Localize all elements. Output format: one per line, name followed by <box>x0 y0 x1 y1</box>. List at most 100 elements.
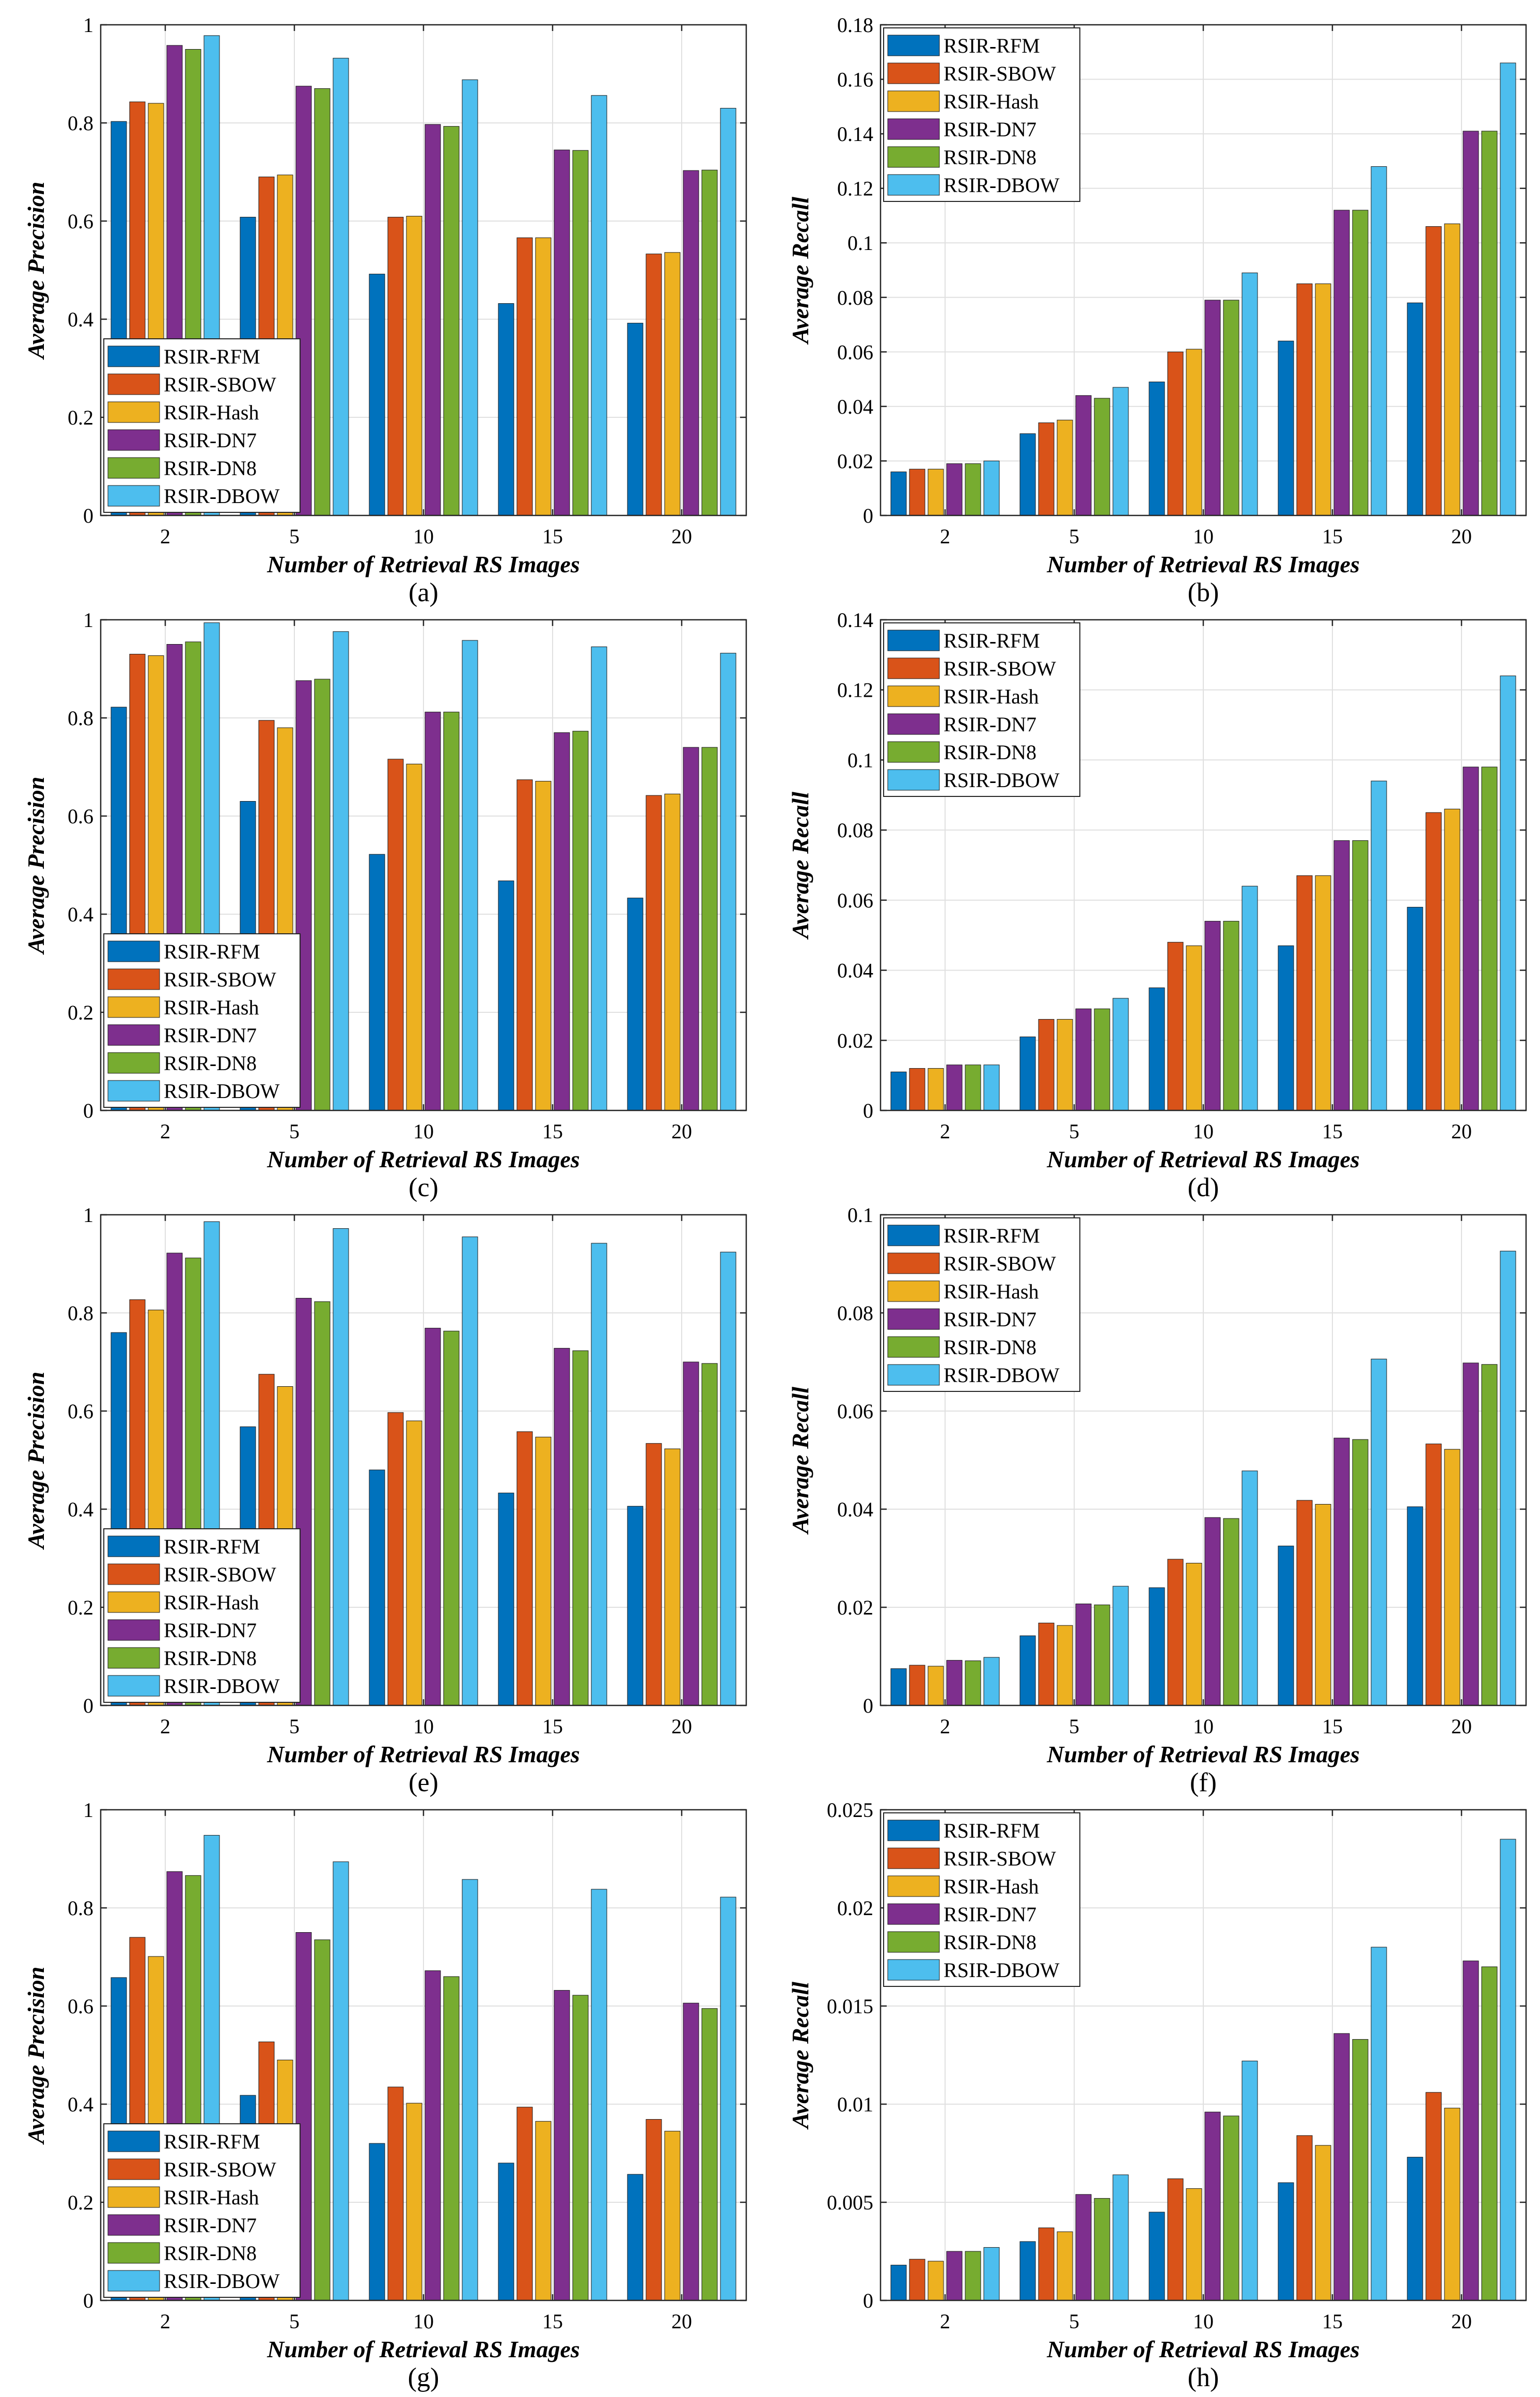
bar <box>890 472 907 516</box>
legend-label: RSIR-SBOW <box>164 968 276 991</box>
x-tick-label: 20 <box>1451 525 1472 548</box>
bar <box>1333 840 1350 1111</box>
legend-label: RSIR-Hash <box>164 1591 259 1614</box>
y-axis-title: Average Recall <box>787 197 813 345</box>
series-rsir-rfm <box>890 1506 1423 1706</box>
y-tick-label: 0.04 <box>837 1498 873 1521</box>
bar <box>1149 2212 1165 2301</box>
legend-swatch <box>107 457 160 479</box>
legend-label: RSIR-DN7 <box>164 1619 257 1642</box>
bar <box>1352 840 1369 1111</box>
bar <box>591 1243 607 1706</box>
legend-swatch <box>887 630 940 651</box>
bar <box>1019 1037 1036 1111</box>
y-tick-label: 1 <box>83 13 93 37</box>
bar <box>1019 1635 1036 1706</box>
bar <box>720 1897 736 2301</box>
bar <box>965 463 981 516</box>
bar <box>701 747 718 1111</box>
y-axis-title: Average Precision <box>23 1967 49 2145</box>
bar <box>425 712 441 1111</box>
bar <box>890 2265 907 2301</box>
legend-swatch <box>107 485 160 507</box>
legend-swatch <box>107 1563 160 1585</box>
bar <box>720 653 736 1111</box>
y-tick-label: 0.06 <box>837 1400 873 1423</box>
bar <box>443 712 460 1111</box>
y-tick-label: 0.06 <box>837 889 873 912</box>
x-tick-label: 20 <box>671 525 692 548</box>
x-tick-label: 15 <box>1322 2310 1343 2333</box>
legend: RSIR-RFM RSIR-SBOW RSIR-Hash RSIR-DN7 RSIR-D… <box>103 1528 301 1703</box>
legend-label: RSIR-Hash <box>164 2186 259 2209</box>
legend-swatch <box>887 741 940 763</box>
y-tick-label: 0 <box>863 504 873 527</box>
legend-swatch <box>107 2214 160 2236</box>
legend: RSIR-RFM RSIR-SBOW RSIR-Hash RSIR-DN7 RSIR-D… <box>883 622 1080 797</box>
bar <box>928 1666 944 1706</box>
y-tick-label: 0.6 <box>68 1400 93 1423</box>
legend-label: RSIR-DN7 <box>944 1308 1036 1331</box>
bar <box>591 95 607 516</box>
legend: RSIR-RFM RSIR-SBOW RSIR-Hash RSIR-DN7 RSIR-D… <box>883 27 1080 202</box>
legend-swatch <box>107 429 160 451</box>
bar <box>498 880 514 1111</box>
bar <box>443 1330 460 1706</box>
bar <box>535 237 552 516</box>
legend-label: RSIR-DBOW <box>944 174 1060 197</box>
bar <box>1481 1966 1498 2301</box>
series-rsir-dbow <box>203 1835 736 2301</box>
legend-swatch <box>887 1820 940 1841</box>
bar <box>946 1660 963 1706</box>
bar <box>1094 1008 1110 1111</box>
bar <box>1463 1362 1479 1706</box>
legend-label: RSIR-DN8 <box>164 1647 257 1670</box>
bar <box>646 2119 662 2301</box>
bar <box>406 1420 422 1706</box>
bar <box>1333 1437 1350 1706</box>
bar <box>1371 166 1387 516</box>
x-tick-label: 2 <box>940 525 950 548</box>
bar <box>983 460 1000 516</box>
x-tick-label: 15 <box>1322 1715 1343 1738</box>
legend-swatch <box>887 1308 940 1330</box>
bar <box>1371 1947 1387 2301</box>
series-rsir-dn8 <box>965 766 1498 1111</box>
x-tick-label: 5 <box>289 2310 300 2333</box>
bar <box>535 781 552 1111</box>
series-rsir-dn7 <box>946 766 1479 1111</box>
x-tick-label: 5 <box>289 525 300 548</box>
bar <box>1112 2174 1129 2301</box>
subfigure-caption: (c) <box>408 1173 438 1202</box>
legend-label: RSIR-RFM <box>164 1535 260 1558</box>
legend-swatch <box>107 401 160 423</box>
series-rsir-rfm <box>890 2157 1423 2301</box>
bar <box>572 1350 589 1706</box>
bar <box>1352 210 1369 516</box>
series-rsir-dn8 <box>185 1258 718 1706</box>
y-tick-label: 0.02 <box>837 1897 873 1920</box>
y-tick-label: 0 <box>83 1099 93 1122</box>
legend-box <box>883 1217 1080 1392</box>
legend-label: RSIR-DN8 <box>944 741 1036 764</box>
series-rsir-dn8 <box>965 1966 1498 2301</box>
bar <box>1463 766 1479 1111</box>
y-tick-label: 0.8 <box>68 112 93 135</box>
bar <box>1444 808 1460 1111</box>
bar <box>1223 921 1239 1111</box>
series-rsir-dn8 <box>185 1875 718 2301</box>
legend-label: RSIR-DN8 <box>944 1336 1036 1359</box>
bar <box>1444 1449 1460 1706</box>
bar <box>498 2163 514 2301</box>
legend: RSIR-RFM RSIR-SBOW RSIR-Hash RSIR-DN7 RSIR-D… <box>883 1812 1080 1987</box>
series-rsir-sbow <box>909 2092 1442 2301</box>
bar <box>333 631 349 1111</box>
bar <box>1463 1961 1479 2301</box>
legend-label: RSIR-DN8 <box>944 1931 1036 1954</box>
x-tick-label: 10 <box>413 1715 434 1738</box>
x-tick-label: 5 <box>1069 525 1079 548</box>
bar <box>406 763 422 1111</box>
bar <box>646 254 662 516</box>
series-rsir-dn7 <box>166 45 699 516</box>
y-tick-label: 0 <box>83 2289 93 2312</box>
